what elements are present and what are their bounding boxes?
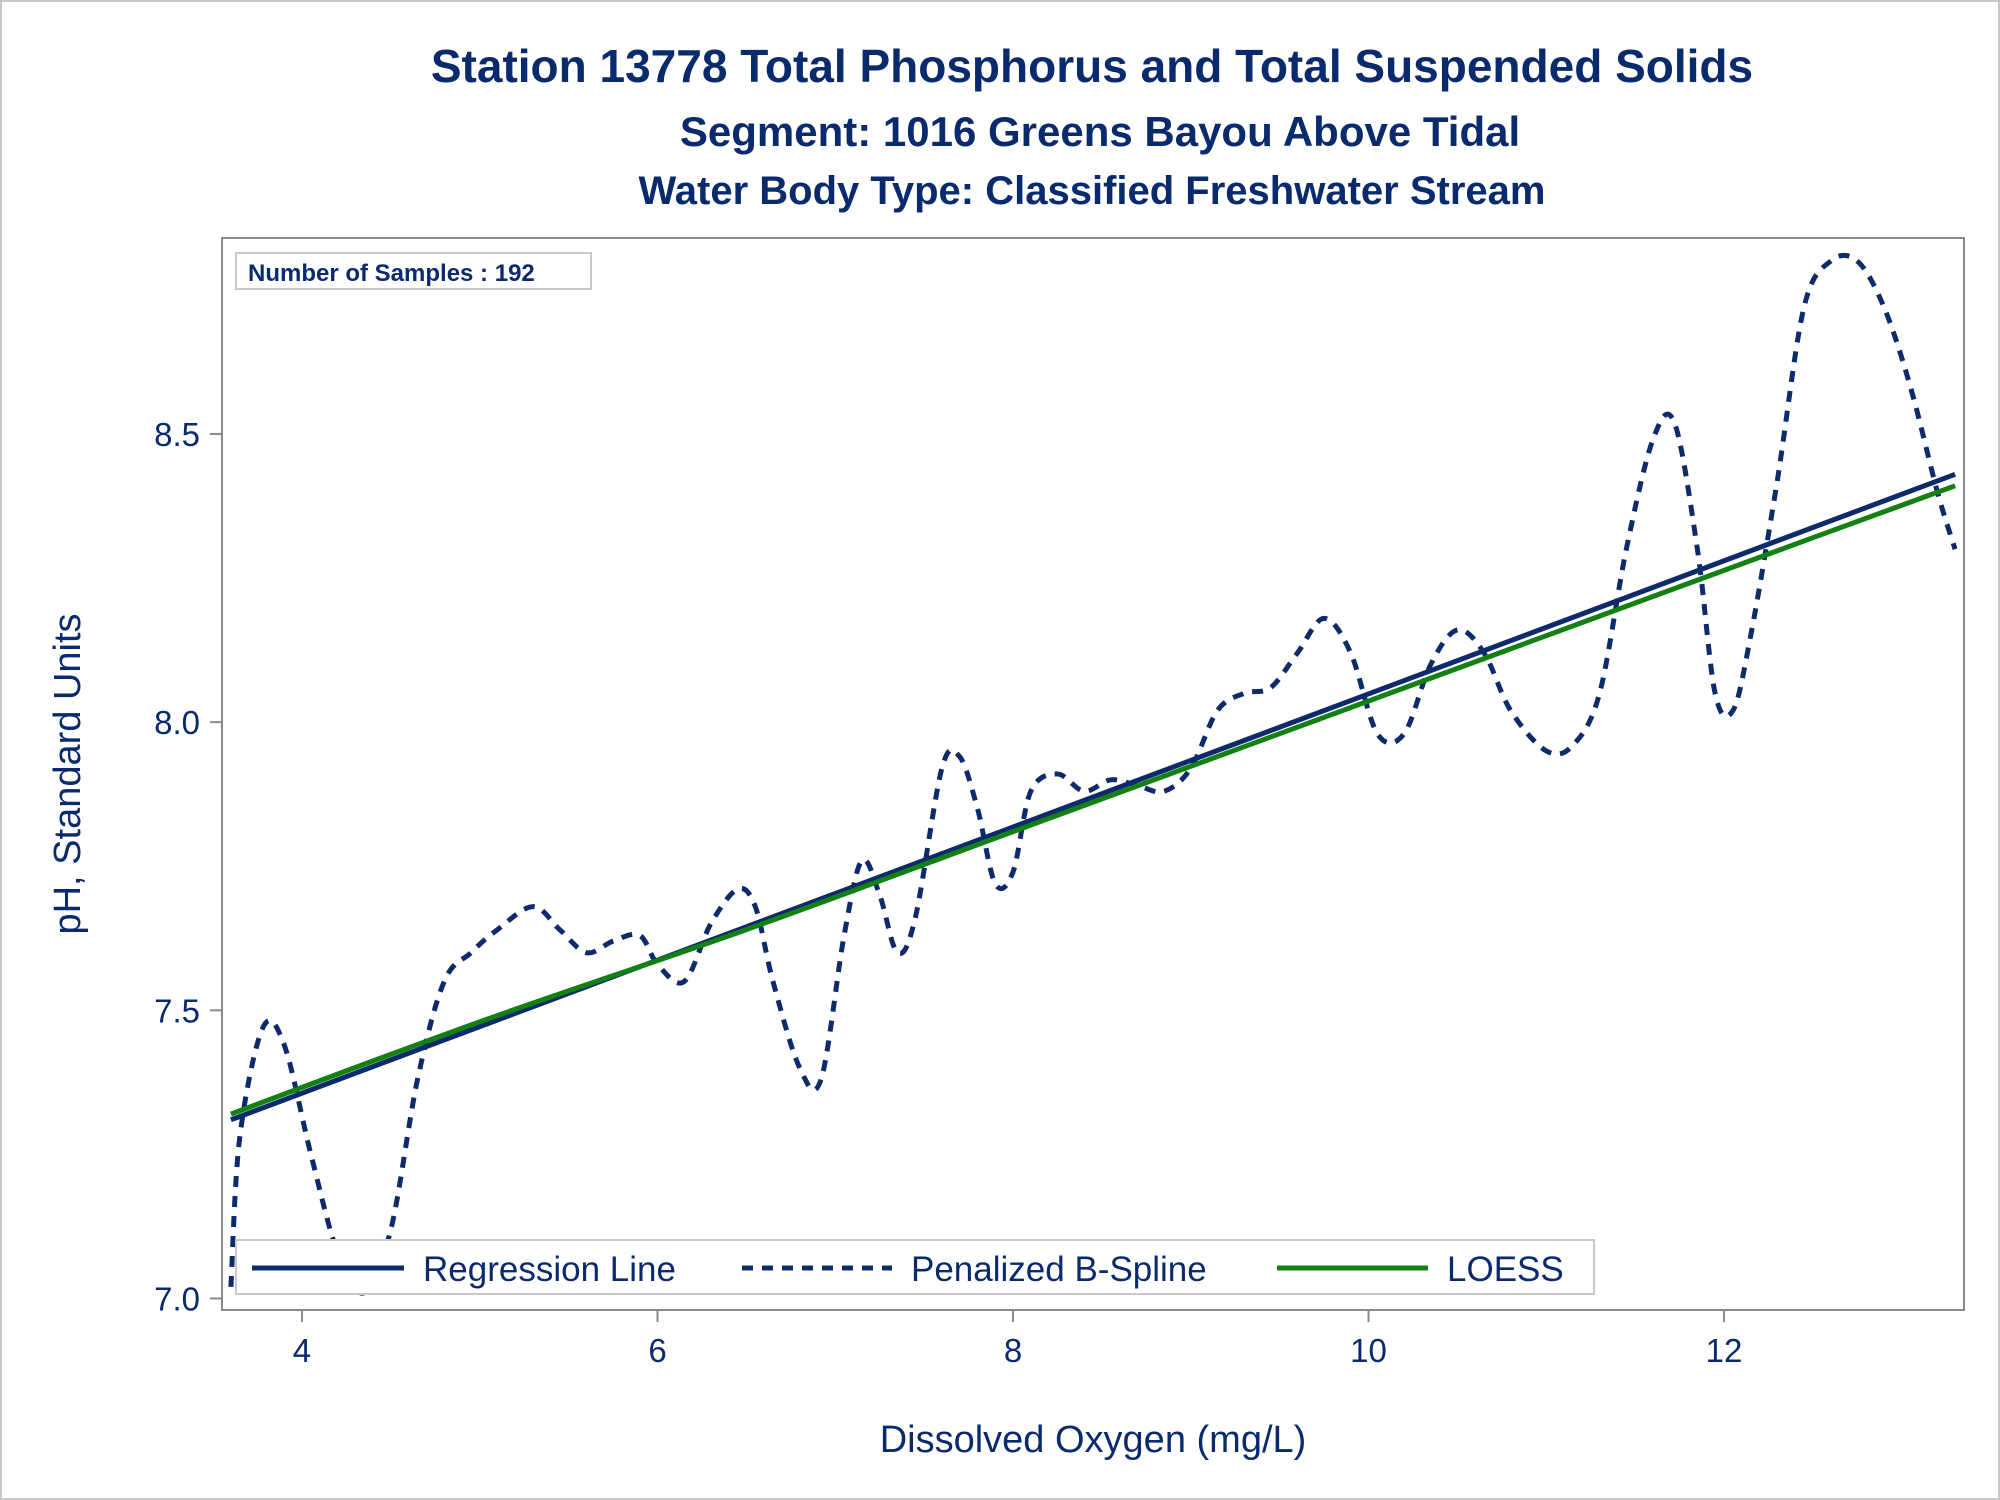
x-axis: 4 6 8 10 12 [293,1310,1743,1369]
y-tick-label: 7.5 [154,992,200,1029]
y-tick-label: 7.0 [154,1280,200,1317]
x-tick-label: 6 [648,1332,666,1369]
x-axis-label: Dissolved Oxygen (mg/L) [880,1419,1307,1461]
x-tick-label: 12 [1706,1332,1743,1369]
regression-line [230,471,1956,1123]
chart-title: Station 13778 Total Phosphorus and Total… [431,40,1753,92]
plot-frame [221,237,1965,1311]
y-axis: 7.0 7.5 8.0 8.5 [154,416,222,1317]
x-tick-label: 8 [1004,1332,1022,1369]
legend: Regression Line Penalized B-Spline LOESS [235,1239,1595,1295]
legend-label-spline: Penalized B-Spline [911,1250,1207,1289]
y-tick-label: 8.0 [154,704,200,741]
x-tick-label: 10 [1350,1332,1387,1369]
legend-label-regression: Regression Line [423,1250,676,1289]
sample-count-text: Number of Samples : 192 [248,260,535,287]
sample-count-frame [235,252,592,290]
series-layer [228,252,1958,1296]
loess-line [230,483,1956,1117]
chart-subtitle: Segment: 1016 Greens Bayou Above Tidal [680,108,1520,155]
x-tick-label: 4 [293,1332,311,1369]
penalized-b-spline-line [228,252,1958,1296]
legend-label-loess: LOESS [1447,1250,1564,1289]
sample-count-box: Number of Samples : 192 [235,252,592,290]
y-tick-label: 8.5 [154,416,200,453]
y-axis-label: pH, Standard Units [47,613,89,934]
chart-subtitle-2: Water Body Type: Classified Freshwater S… [639,169,1546,213]
